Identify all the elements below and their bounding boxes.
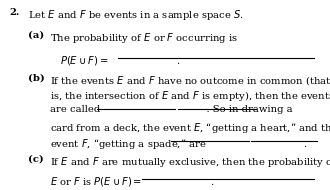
Text: $P(E \cup F) =$                     .: $P(E \cup F) =$ . bbox=[60, 54, 180, 67]
Text: 2.: 2. bbox=[10, 8, 20, 17]
Text: are called                                  . So in drawing a: are called . So in drawing a bbox=[50, 105, 293, 114]
Text: card from a deck, the event $E$, “getting a heart,” and the: card from a deck, the event $E$, “gettin… bbox=[50, 121, 330, 135]
Text: If $E$ and $F$ are mutually exclusive, then the probability of: If $E$ and $F$ are mutually exclusive, t… bbox=[50, 155, 330, 169]
Text: (c): (c) bbox=[28, 155, 43, 164]
Text: (a): (a) bbox=[28, 31, 44, 40]
Text: $E$ or $F$ is $P(E \cup F) =$                     .: $E$ or $F$ is $P(E \cup F) =$ . bbox=[50, 175, 214, 188]
Text: The probability of $E$ or $F$ occurring is: The probability of $E$ or $F$ occurring … bbox=[50, 31, 238, 45]
Text: event $F$, “getting a spade,” are                               .: event $F$, “getting a spade,” are . bbox=[50, 137, 308, 151]
Text: is, the intersection of $E$ and $F$ is empty), then the events: is, the intersection of $E$ and $F$ is e… bbox=[50, 89, 330, 103]
Text: If the events $E$ and $F$ have no outcome in common (that: If the events $E$ and $F$ have no outcom… bbox=[50, 74, 330, 86]
Text: (b): (b) bbox=[28, 74, 44, 83]
Text: Let $E$ and $F$ be events in a sample space $S$.: Let $E$ and $F$ be events in a sample sp… bbox=[28, 8, 244, 22]
